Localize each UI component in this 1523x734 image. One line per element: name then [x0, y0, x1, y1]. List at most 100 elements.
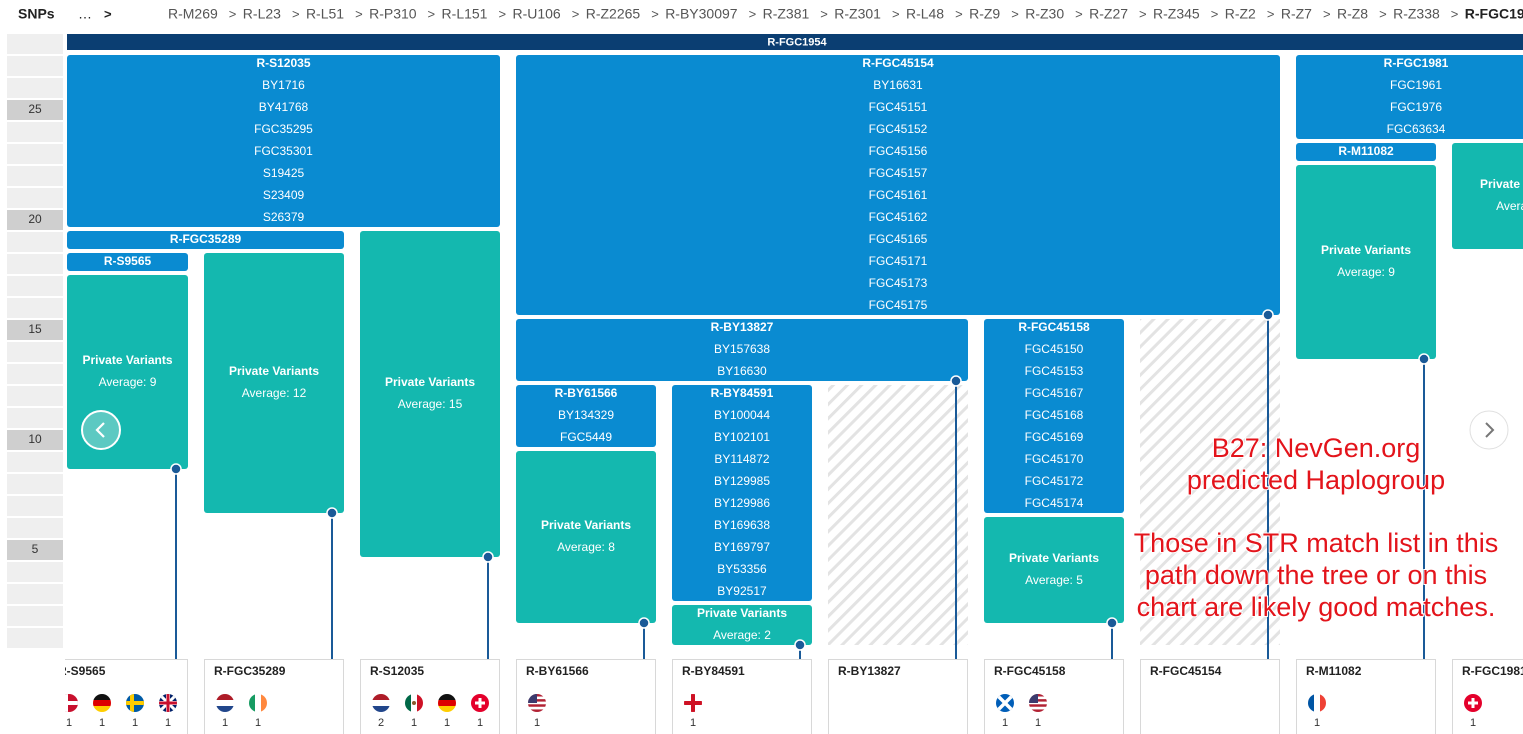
clade-box[interactable]: [67, 55, 500, 227]
clade-box[interactable]: [67, 231, 344, 249]
breadcrumb-item[interactable]: R-Z301: [834, 6, 881, 22]
breadcrumb-separator: >: [1267, 6, 1275, 21]
breadcrumb-item[interactable]: R-Z27: [1089, 6, 1128, 22]
breadcrumb-separator: >: [355, 6, 363, 21]
clade[interactable]: R-M11082: [1296, 143, 1436, 161]
haplogroup-card[interactable]: R-S12035 2 1 1 1: [360, 659, 500, 734]
private-variants-box[interactable]: [516, 451, 656, 623]
haplogroup-card[interactable]: R-BY13827: [828, 659, 968, 734]
nav-left-button[interactable]: [81, 410, 121, 450]
snp-name: BY134329: [558, 408, 614, 422]
private-variants-box[interactable]: [360, 231, 500, 557]
clade[interactable]: R-S12035 BY1716 BY41768 FGC35295 FGC35301 S19…: [67, 55, 500, 227]
breadcrumb-item[interactable]: R-L151: [442, 6, 488, 22]
private-variants[interactable]: Private Variants Average: 12: [204, 253, 344, 513]
private-variants[interactable]: Private Variants Average: 8: [516, 451, 656, 623]
private-variants-box[interactable]: [1452, 143, 1523, 249]
clade-box[interactable]: [516, 55, 1280, 315]
snp-name: FGC1961: [1390, 78, 1442, 92]
private-variants-box[interactable]: [1296, 165, 1436, 359]
card-box[interactable]: [1140, 659, 1280, 734]
breadcrumb-item[interactable]: R-Z8: [1337, 6, 1368, 22]
breadcrumb-item[interactable]: R-L51: [306, 6, 344, 22]
clade[interactable]: R-BY13827 BY157638 BY16630: [516, 319, 968, 381]
card-title: R-BY13827: [838, 664, 901, 678]
breadcrumb-item[interactable]: R-Z338: [1393, 6, 1440, 22]
flag-count: 1: [411, 717, 417, 729]
breadcrumb-item[interactable]: R-U106: [512, 6, 560, 22]
clade[interactable]: R-FGC1981 FGC1961 FGC1976 FGC63634: [1296, 55, 1523, 139]
clade-box[interactable]: [516, 319, 968, 381]
haplogroup-card[interactable]: R-FGC45158 1 1: [984, 659, 1124, 734]
breadcrumb-item[interactable]: R-L23: [243, 6, 281, 22]
clade[interactable]: R-BY61566 BY134329 FGC5449: [516, 385, 656, 447]
flag-part: [1320, 694, 1326, 712]
private-variants-box[interactable]: [204, 253, 344, 513]
breadcrumb-ellipsis[interactable]: …: [78, 6, 92, 22]
clade[interactable]: R-FGC35289: [67, 231, 344, 249]
breadcrumb-separator: >: [820, 6, 828, 21]
flag-part: [438, 700, 456, 706]
scale-cell: [7, 562, 63, 582]
flag-part: [1471, 698, 1475, 708]
nav-right-button[interactable]: [1469, 410, 1509, 450]
snp-name: FGC45161: [869, 188, 928, 202]
clade-box[interactable]: [516, 385, 656, 447]
breadcrumb-item[interactable]: R-Z2: [1225, 6, 1256, 22]
private-variants-box[interactable]: [984, 517, 1124, 623]
breadcrumb-item[interactable]: R-Z7: [1281, 6, 1312, 22]
root-bar: [67, 34, 1523, 50]
card-box[interactable]: [1452, 659, 1523, 734]
private-variants[interactable]: Private Variants Average: 9: [1452, 143, 1523, 249]
private-variants-average: Average: 9: [1496, 199, 1523, 213]
flag-part: [166, 694, 170, 712]
clade-box[interactable]: [67, 253, 188, 271]
breadcrumb-item[interactable]: R-Z381: [763, 6, 810, 22]
breadcrumb-item[interactable]: R-Z9: [969, 6, 1000, 22]
clade-box[interactable]: [984, 319, 1124, 513]
scale-cell: [7, 386, 63, 406]
clade[interactable]: R-S9565: [67, 253, 188, 271]
private-variants[interactable]: Private Variants Average: 2: [672, 605, 812, 645]
haplogroup-card[interactable]: R-FGC1981 1: [1452, 659, 1523, 734]
clade[interactable]: R-FGC45154 BY16631 FGC45151 FGC45152 FGC4515…: [516, 55, 1280, 315]
private-variants[interactable]: Private Variants Average: 9: [1296, 165, 1436, 359]
haplogroup-card[interactable]: R-BY84591 1: [672, 659, 812, 734]
breadcrumb-item[interactable]: R-BY30097: [665, 6, 738, 22]
private-variants-box[interactable]: [672, 605, 812, 645]
snp-name: S26379: [263, 210, 305, 224]
flag-part: [372, 706, 390, 712]
breadcrumb-item[interactable]: R-Z30: [1025, 6, 1064, 22]
clade-box[interactable]: [1296, 143, 1436, 161]
nav-left[interactable]: [81, 410, 121, 450]
flag-part: [249, 694, 255, 712]
clade-name: R-M11082: [1338, 144, 1394, 158]
scale-cell: [7, 56, 63, 76]
flag-count: 1: [690, 717, 696, 729]
card-box[interactable]: [828, 659, 968, 734]
breadcrumb-item[interactable]: R-P310: [369, 6, 417, 22]
haplogroup-card[interactable]: R-M11082 1: [1296, 659, 1436, 734]
breadcrumb-item[interactable]: R-FGC1954: [1465, 6, 1523, 22]
clade-box[interactable]: [1296, 55, 1523, 139]
card-title: R-FGC1981: [1462, 664, 1523, 678]
private-variants[interactable]: Private Variants Average: 5: [984, 517, 1124, 623]
clade[interactable]: R-FGC45158 FGC45150 FGC45153 FGC45167 FGC451…: [984, 319, 1124, 513]
nav-right[interactable]: [1469, 410, 1509, 450]
breadcrumb-item[interactable]: R-Z345: [1153, 6, 1200, 22]
clade-box[interactable]: [672, 385, 812, 601]
breadcrumb-item[interactable]: R-Z2265: [586, 6, 641, 22]
breadcrumb-item[interactable]: R-L48: [906, 6, 944, 22]
breadcrumb-separator: >: [572, 6, 580, 21]
private-variants[interactable]: Private Variants Average: 15: [360, 231, 500, 557]
clade[interactable]: R-BY84591 BY100044 BY102101 BY114872 BY12998…: [672, 385, 812, 601]
haplogroup-card[interactable]: R-FGC35289 1 1: [204, 659, 344, 734]
snp-name: BY102101: [714, 430, 770, 444]
haplogroup-card[interactable]: R-S9565 1 1 1 1: [49, 659, 188, 734]
breadcrumb-separator: >: [892, 6, 900, 21]
scale-cell: [7, 188, 63, 208]
scale-cell-labeled: [7, 100, 63, 120]
breadcrumb-item[interactable]: R-M269: [168, 6, 218, 22]
haplogroup-card[interactable]: R-FGC45154: [1140, 659, 1280, 734]
haplogroup-card[interactable]: R-BY61566 1: [516, 659, 656, 734]
